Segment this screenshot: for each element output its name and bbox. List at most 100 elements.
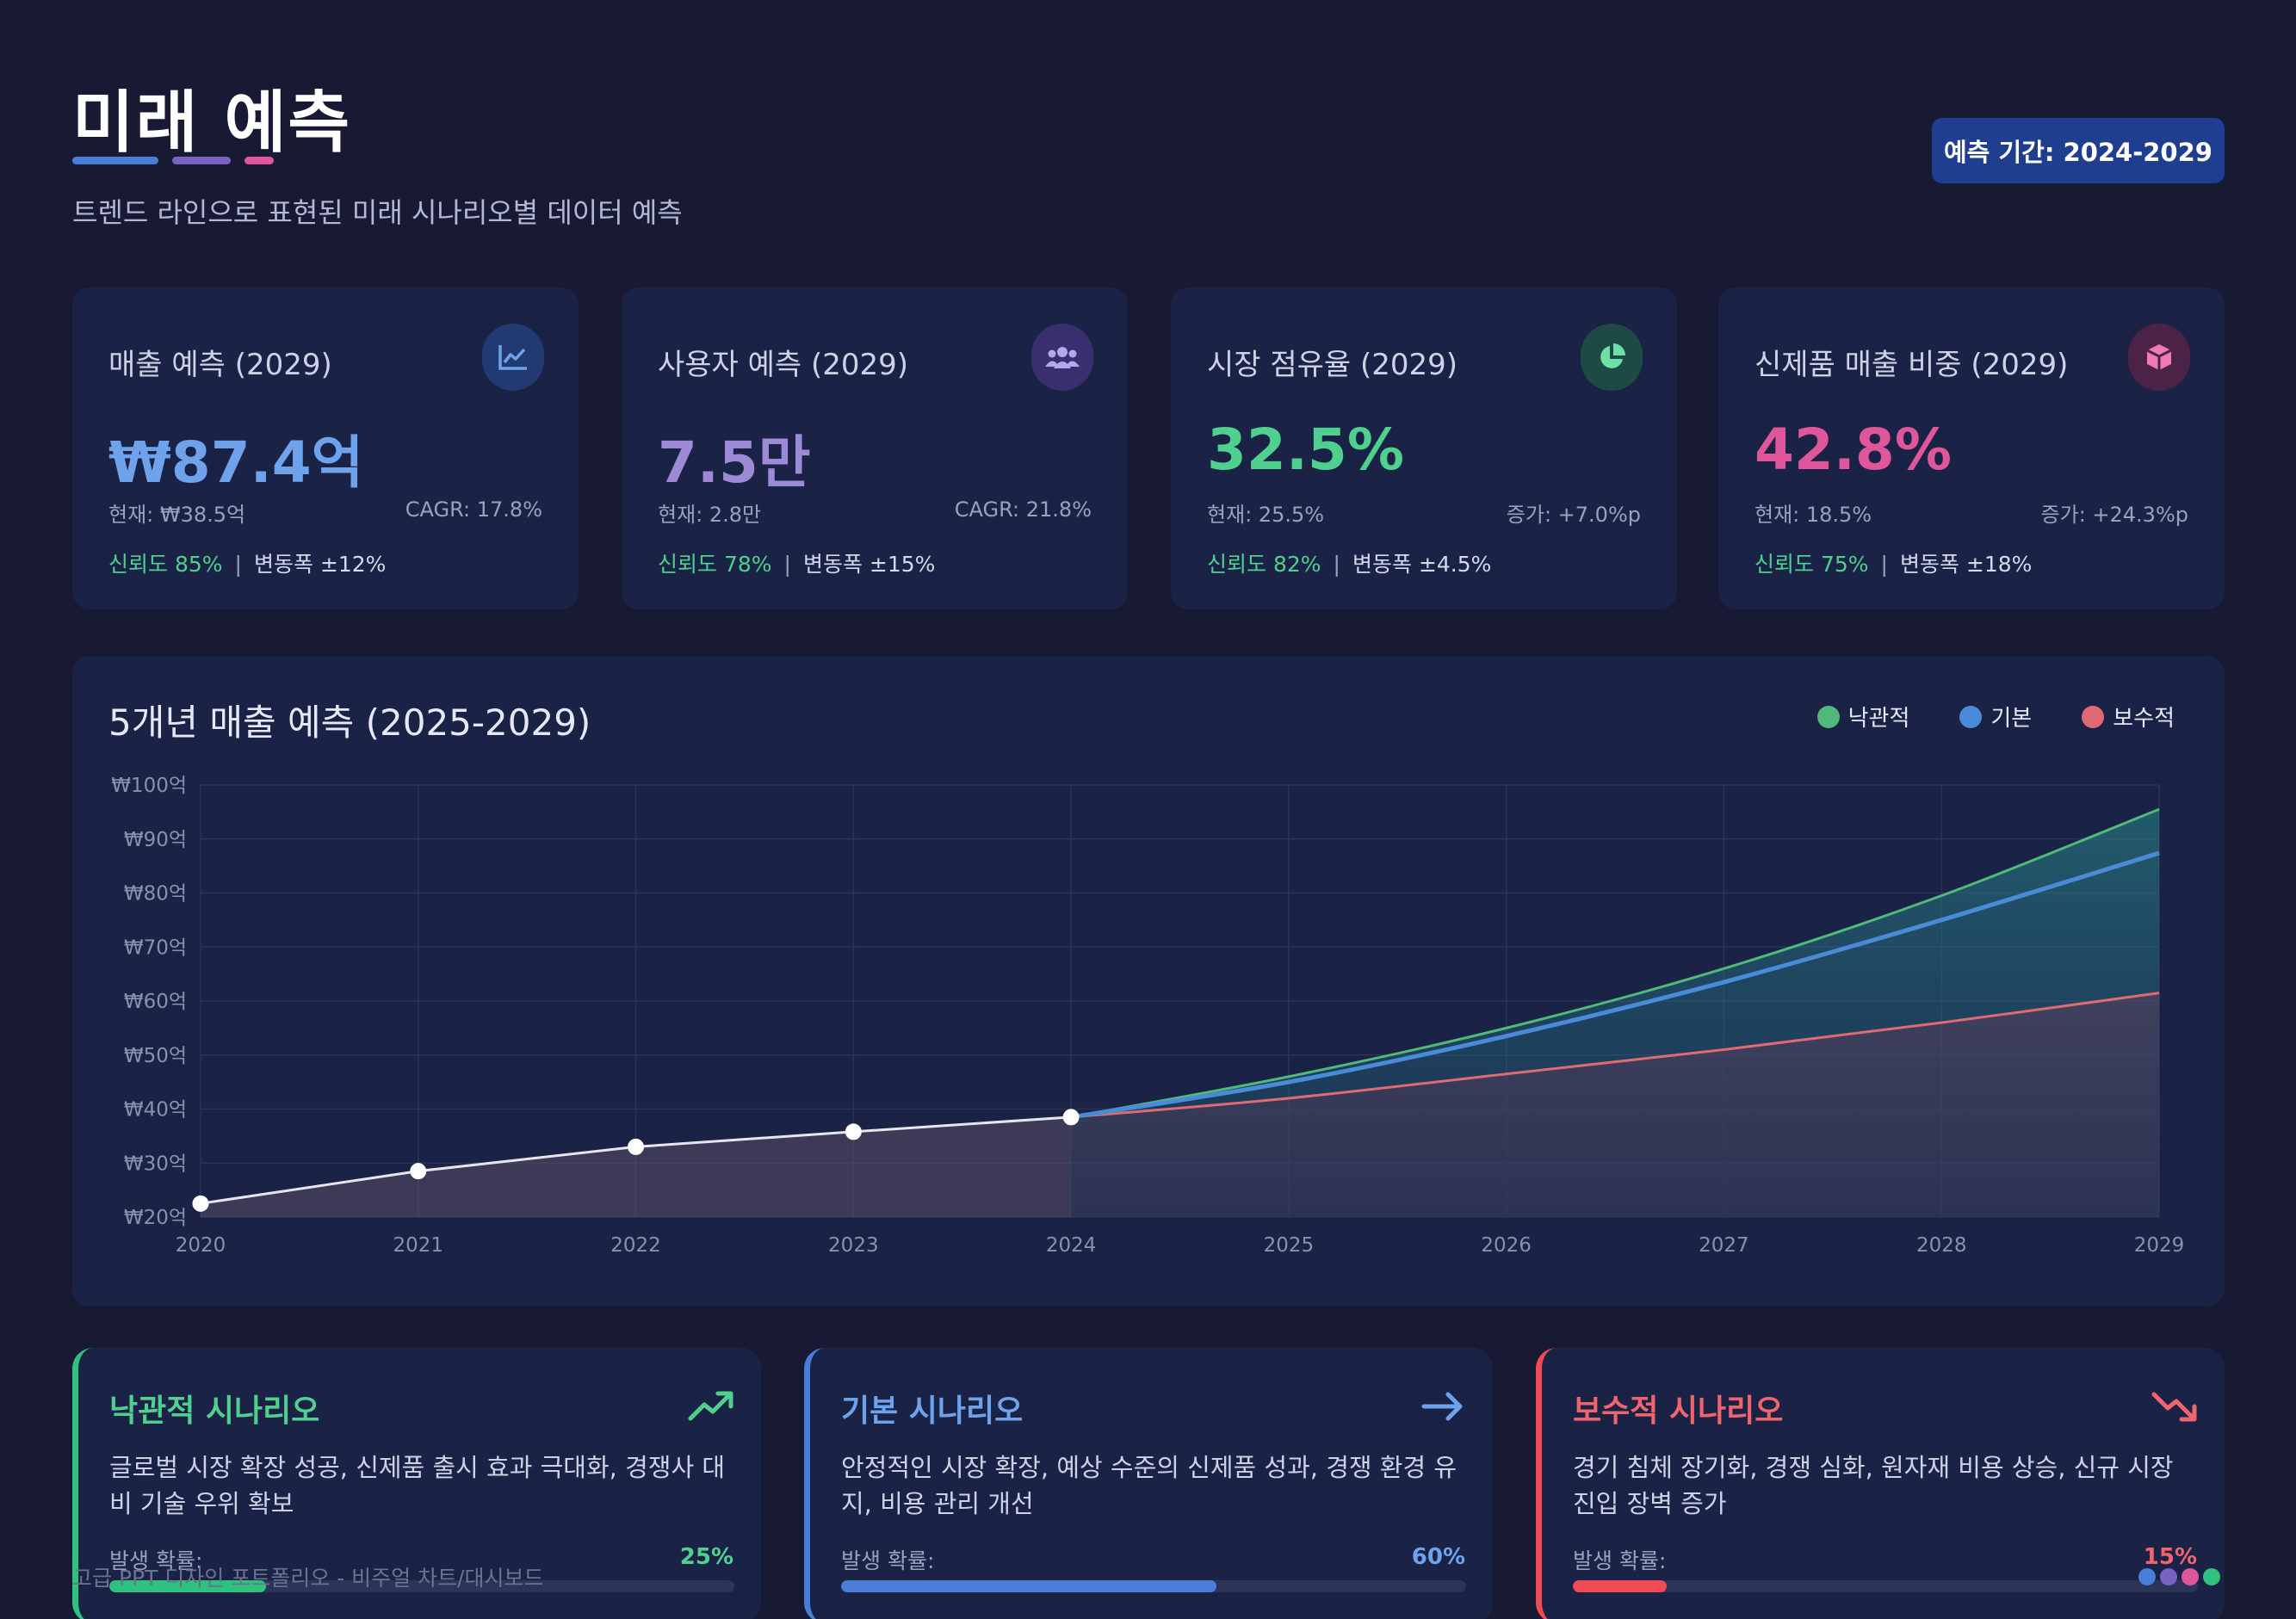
series-line-base <box>1070 850 2160 1120</box>
kpi-range: 변동폭 ±15% <box>802 552 936 577</box>
footer-dot <box>2160 1568 2177 1585</box>
line-chart-icon <box>482 324 544 391</box>
x-tick-label: 2021 <box>393 1234 444 1257</box>
kpi-card-users[interactable]: 사용자 예측 (2029) 7.5만 현재: 2.8만 CAGR: 21.8% … <box>622 287 1128 609</box>
scenario-description: 안정적인 시장 확장, 예상 수준의 신제품 성과, 경쟁 환경 유지, 비용 … <box>841 1453 1457 1518</box>
legend-dot <box>2082 705 2105 728</box>
probability-bar-fill <box>841 1580 1216 1592</box>
legend-item-optimistic[interactable]: 낙관적 <box>1816 701 1910 732</box>
kpi-value: 42.8% <box>1754 417 1952 483</box>
scenario-description: 경기 침체 장기화, 경쟁 심화, 원자재 비용 상승, 신규 시장 진입 장벽… <box>1573 1453 2174 1518</box>
scenario-title: 기본 시나리오 <box>841 1393 1024 1429</box>
chart-title: 5개년 매출 예측 (2025-2029) <box>108 701 591 744</box>
y-tick-label: ₩90억 <box>124 829 187 851</box>
kpi-range: 변동폭 ±4.5% <box>1352 552 1492 577</box>
page-subtitle: 트렌드 라인으로 표현된 미래 시나리오별 데이터 예측 <box>72 196 683 229</box>
scenario-probability-label: 발생 확률: <box>841 1548 935 1573</box>
arrow-right-icon <box>1421 1392 1463 1421</box>
footer-dot <box>2203 1568 2220 1585</box>
kpi-label: 사용자 예측 (2029) <box>658 348 909 382</box>
trend-down-icon <box>2151 1392 2197 1422</box>
kpi-label: 매출 예측 (2029) <box>108 348 332 382</box>
kpi-card-market-share[interactable]: 시장 점유율 (2029) 32.5% 현재: 25.5% 증가: +7.0%p… <box>1171 287 1677 609</box>
kpi-label: 시장 점유율 (2029) <box>1207 348 1458 382</box>
scenario-probability-bar <box>841 1580 1466 1592</box>
separator: | <box>783 552 791 577</box>
accent-bar-pink <box>244 157 274 164</box>
kpi-confidence: 신뢰도 75% <box>1754 552 1869 577</box>
y-tick-label: ₩80억 <box>124 883 187 905</box>
kpi-card-revenue[interactable]: 매출 예측 (2029) ₩87.4억 현재: ₩38.5억 CAGR: 17.… <box>72 287 579 609</box>
forecast-period-badge[interactable]: 예측 기간: 2024-2029 <box>1932 118 2225 183</box>
kpi-value: ₩87.4억 <box>108 429 364 496</box>
kpi-footer: 신뢰도 85% | 변동폭 ±12% <box>108 547 386 578</box>
legend-dot <box>1816 705 1840 728</box>
kpi-growth-rate: 증가: +7.0%p <box>1506 503 1641 527</box>
legend-label: 기본 <box>1990 706 2033 732</box>
x-tick-label: 2029 <box>2134 1234 2185 1257</box>
probability-bar-fill <box>1573 1580 1667 1592</box>
x-tick-label: 2024 <box>1046 1234 1097 1257</box>
historical-point <box>845 1123 862 1140</box>
kpi-confidence: 신뢰도 85% <box>108 552 223 577</box>
conservative-area <box>1071 992 2159 1217</box>
historical-area <box>201 1116 1072 1217</box>
scenario-probability-label: 발생 확률: <box>109 1548 203 1573</box>
kpi-current: 현재: 2.8만 <box>658 503 762 527</box>
scenario-probability: 25% <box>679 1544 733 1570</box>
scenario-card-conservative[interactable]: 보수적 시나리오 경기 침체 장기화, 경쟁 심화, 원자재 비용 상승, 신규… <box>1536 1348 2225 1619</box>
y-tick-label: ₩100억 <box>111 775 187 797</box>
title-accent-bars <box>72 157 274 164</box>
kpi-value: 32.5% <box>1207 417 1404 483</box>
legend-dot <box>1959 705 1983 728</box>
y-tick-label: ₩30억 <box>124 1152 187 1175</box>
footer-dots <box>2138 1568 2220 1585</box>
kpi-current: 현재: ₩38.5억 <box>108 503 246 527</box>
separator: | <box>234 552 242 577</box>
cube-icon <box>2128 324 2190 391</box>
footer-dot <box>2138 1568 2156 1585</box>
legend-item-conservative[interactable]: 보수적 <box>2082 701 2175 732</box>
y-tick-label: ₩20억 <box>124 1207 187 1229</box>
scenario-card-base[interactable]: 기본 시나리오 안정적인 시장 확장, 예상 수준의 신제품 성과, 경쟁 환경… <box>804 1348 1493 1619</box>
scenario-probability: 60% <box>1411 1544 1465 1570</box>
users-icon <box>1031 324 1093 391</box>
revenue-forecast-chart[interactable]: ₩20억 ₩30억 ₩40억 ₩50억 ₩60억 ₩70억 ₩80억 ₩90억 ₩100억 202… <box>72 656 2225 1307</box>
chart-legend: 낙관적 기본 보수적 <box>1816 701 2175 732</box>
separator: | <box>1333 552 1340 577</box>
historical-point <box>410 1163 427 1180</box>
scenario-card-optimistic[interactable]: 낙관적 시나리오 글로벌 시장 확장 성공, 신제품 출시 효과 극대화, 경쟁… <box>72 1348 761 1619</box>
kpi-value: 7.5만 <box>658 429 811 496</box>
legend-label: 낙관적 <box>1847 706 1910 732</box>
pie-chart-icon <box>1581 324 1643 391</box>
x-tick-label: 2023 <box>828 1234 879 1257</box>
kpi-growth-rate: CAGR: 17.8% <box>405 497 542 522</box>
kpi-confidence: 신뢰도 82% <box>1207 552 1321 577</box>
footer-text: 고급 PPT 디자인 포트폴리오 - 비주얼 차트/대시보드 <box>72 1566 544 1591</box>
kpi-footer: 신뢰도 78% | 변동폭 ±15% <box>658 547 935 578</box>
y-tick-label: ₩70억 <box>124 936 187 959</box>
kpi-card-new-product[interactable]: 신제품 매출 비중 (2029) 42.8% 현재: 18.5% 증가: +24… <box>1718 287 2225 609</box>
scenario-title: 보수적 시나리오 <box>1573 1393 1784 1429</box>
kpi-current: 현재: 25.5% <box>1207 503 1325 527</box>
kpi-range: 변동폭 ±18% <box>1899 552 2033 577</box>
scenario-probability-bar <box>1573 1580 2198 1592</box>
x-tick-label: 2027 <box>1699 1234 1749 1257</box>
series-line-conservative <box>1070 992 2160 1119</box>
kpi-current: 현재: 18.5% <box>1754 503 1872 527</box>
historical-point <box>628 1138 645 1155</box>
legend-item-base[interactable]: 기본 <box>1959 701 2032 732</box>
trend-up-icon <box>688 1391 733 1421</box>
x-tick-label: 2025 <box>1264 1234 1315 1257</box>
scenario-probability-bar <box>109 1580 734 1592</box>
accent-bar-purple <box>172 157 231 164</box>
historical-point <box>192 1195 209 1212</box>
x-tick-label: 2026 <box>1481 1234 1532 1257</box>
kpi-footer: 신뢰도 75% | 변동폭 ±18% <box>1754 547 2032 578</box>
revenue-forecast-chart-card: ₩20억 ₩30억 ₩40억 ₩50억 ₩60억 ₩70억 ₩80억 ₩90억 ₩100억 202… <box>72 656 2225 1307</box>
scenario-description: 글로벌 시장 확장 성공, 신제품 출시 효과 극대화, 경쟁사 대비 기술 우… <box>109 1453 726 1518</box>
kpi-label: 신제품 매출 비중 (2029) <box>1754 348 2069 382</box>
x-tick-label: 2028 <box>1916 1234 1967 1257</box>
series-line-optimistic <box>1070 807 2160 1119</box>
